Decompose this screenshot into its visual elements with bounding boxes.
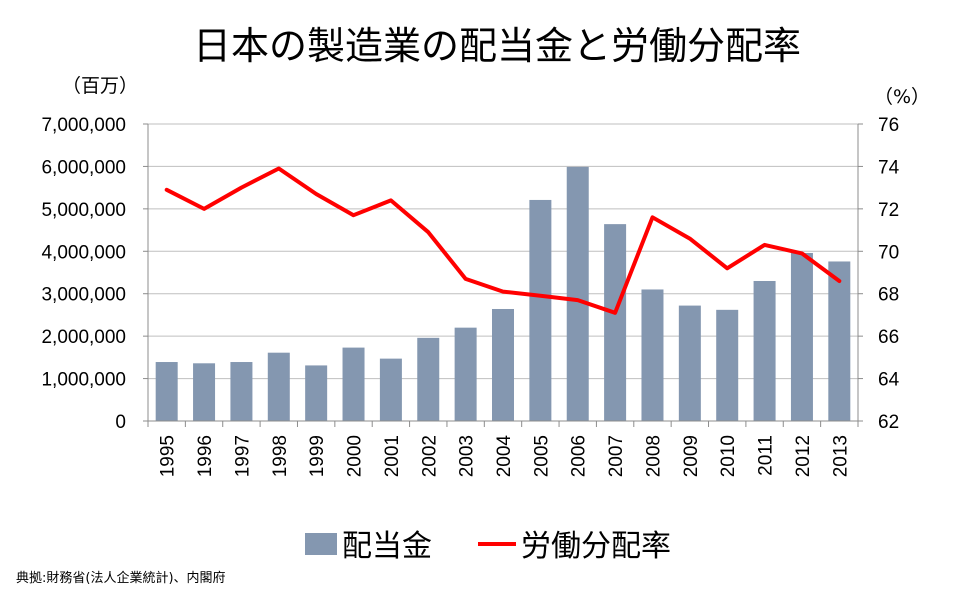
bar: [604, 224, 627, 421]
source-note: 典拠:財務省(法人企業統計)、内閣府: [16, 570, 226, 586]
line-series: [164, 166, 842, 315]
x-axis-tick-label: 2005: [531, 435, 552, 477]
x-axis-tick-label: 1995: [158, 435, 179, 477]
x-axis-tick-label: 2008: [643, 435, 664, 477]
x-axis-tick-label: 2012: [793, 435, 814, 477]
left-axis-tick-label: 5,000,000: [41, 200, 126, 221]
x-axis-tick-label: 2010: [718, 435, 739, 477]
right-axis-tick-label: 62: [878, 412, 899, 433]
left-axis-tick-label: 4,000,000: [41, 242, 126, 263]
bar: [193, 363, 216, 421]
left-axis-unit: （百万）: [62, 75, 138, 97]
x-axis-tick-label: 2011: [756, 435, 777, 476]
right-axis-ticks: 62 64 66 68 70 72 74 76: [878, 115, 900, 433]
right-axis-tick-label: 68: [878, 285, 899, 306]
chart-title: 日本の製造業の配当金と労働分配率: [193, 24, 801, 68]
x-axis-tick-label: 2007: [606, 435, 627, 477]
bar: [529, 199, 552, 421]
x-axis-tick-label: 1996: [195, 435, 216, 477]
right-axis-tick-label: 66: [878, 327, 899, 348]
x-axis-tick-label: 1999: [307, 435, 328, 477]
x-axis-tick-label: 2003: [457, 435, 478, 477]
x-axis-tick-label: 1997: [232, 435, 253, 477]
legend-line-label: 労働分配率: [521, 529, 671, 564]
right-axis-tick-label: 76: [878, 115, 899, 136]
x-axis-tick-label: 2009: [681, 435, 702, 477]
bar: [790, 252, 813, 421]
legend-bar-label: 配当金: [342, 529, 432, 564]
x-axis-tick-label: 1998: [270, 435, 291, 477]
bar-series: [155, 166, 851, 421]
bar: [828, 261, 851, 421]
series-line: [164, 166, 842, 315]
x-axis-ticks: 1995 1996 1997 1998 1999 2000 2001 2002 2003 2004…: [158, 435, 852, 478]
bar: [454, 327, 477, 421]
right-axis-unit: （%）: [874, 86, 930, 108]
right-axis-tick-label: 64: [878, 370, 900, 391]
right-axis-tick-label: 74: [878, 157, 900, 178]
left-axis-tick-label: 2,000,000: [41, 327, 126, 348]
axes: [143, 123, 863, 427]
bar: [305, 365, 328, 421]
bar: [342, 347, 365, 421]
bar: [417, 337, 440, 421]
x-axis-tick-label: 2004: [494, 435, 515, 478]
left-axis-tick-label: 6,000,000: [41, 157, 126, 178]
left-axis-tick-label: 1,000,000: [41, 370, 126, 391]
left-axis-tick-label: 3,000,000: [41, 285, 126, 306]
bar: [492, 308, 514, 421]
left-axis-ticks: 0 1,000,000 2,000,000 3,000,000 4,000,000 5,0…: [41, 115, 126, 433]
x-axis-tick-label: 2006: [569, 435, 590, 477]
bar: [753, 280, 776, 421]
x-axis-tick-label: 2001: [382, 435, 403, 477]
left-axis-tick-label: 7,000,000: [41, 115, 126, 136]
bar: [379, 358, 402, 421]
bar: [716, 309, 739, 421]
bar: [566, 166, 589, 421]
bar: [267, 352, 290, 421]
x-axis-tick-label: 2000: [345, 435, 366, 477]
bar: [230, 362, 253, 421]
bar: [678, 305, 701, 421]
gridlines: [148, 123, 858, 380]
right-axis-tick-label: 70: [878, 242, 899, 263]
legend: 配当金 労働分配率: [305, 529, 671, 564]
x-axis-tick-label: 2013: [830, 435, 851, 477]
x-axis-tick-label: 2002: [419, 435, 440, 477]
legend-bar-swatch: [305, 533, 337, 555]
bar: [155, 362, 178, 421]
left-axis-tick-label: 0: [115, 412, 126, 433]
right-axis-tick-label: 72: [878, 200, 899, 221]
bar: [641, 289, 664, 421]
